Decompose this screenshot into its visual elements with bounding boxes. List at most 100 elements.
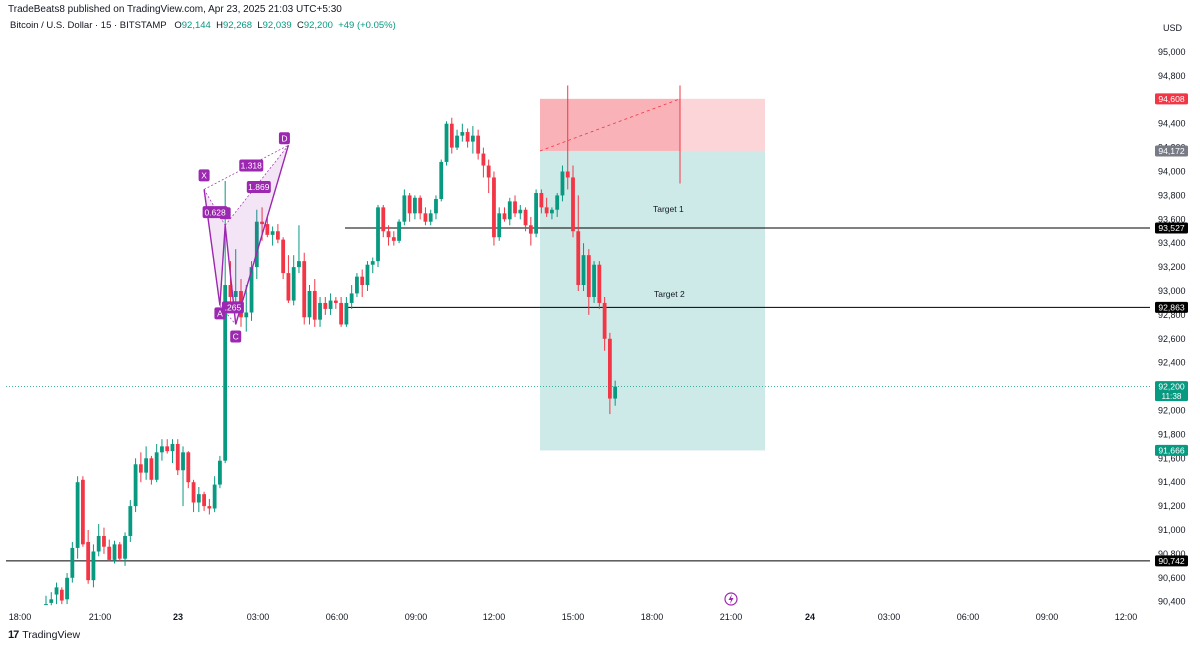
candle-body <box>602 302 607 339</box>
y-tick-label: 93,000 <box>1158 286 1186 296</box>
price-tag-text: 92,863 <box>1158 302 1185 312</box>
candle-body <box>233 291 238 297</box>
candle <box>534 189 539 238</box>
change-value: +49 (+0.05%) <box>338 20 396 31</box>
candle <box>96 524 101 557</box>
candle-body <box>391 237 396 241</box>
candle <box>565 85 570 190</box>
candle <box>449 117 454 154</box>
candle-body <box>360 276 365 286</box>
price-tag-bg <box>1155 93 1188 105</box>
candle-body <box>428 213 433 222</box>
candle <box>186 451 191 489</box>
candle <box>507 197 512 226</box>
candle-body <box>307 291 312 318</box>
candle <box>123 532 127 566</box>
candle-body <box>170 443 175 452</box>
candle <box>207 498 212 515</box>
open-label: O <box>174 20 182 31</box>
price-tag-text: 94,608 <box>1158 94 1185 104</box>
target-annotation-1: Target 1 <box>653 204 684 214</box>
candle <box>297 225 301 274</box>
candle-body <box>107 546 112 560</box>
candle <box>460 123 465 142</box>
price-tag-countdown: 11:38 <box>1162 392 1182 401</box>
price-tag-bg <box>1155 301 1188 313</box>
y-tick-label: 93,200 <box>1158 262 1186 272</box>
candle <box>502 207 507 222</box>
candle-body <box>449 123 454 148</box>
candle-body <box>260 221 264 225</box>
candle <box>528 216 533 246</box>
tradingview-brand[interactable]: 17 TradingView <box>8 629 80 641</box>
candle <box>355 273 359 297</box>
ratio-label-xb: 0.628 <box>202 206 228 219</box>
candle-body <box>402 195 407 222</box>
price-tag-bg <box>1155 444 1188 456</box>
candle <box>128 500 133 542</box>
candle <box>613 380 618 406</box>
candle-body <box>528 225 533 234</box>
candle <box>397 219 401 244</box>
pattern-point-a-text: A <box>217 309 223 319</box>
candle-body <box>444 123 449 162</box>
candle <box>439 159 444 202</box>
brand-name: TradingView <box>22 629 81 641</box>
candle-body <box>460 132 465 136</box>
candle-body <box>254 221 259 268</box>
candle <box>539 189 544 214</box>
price-tag-bg <box>1155 222 1188 234</box>
candle-body <box>518 209 523 214</box>
candle-body <box>565 171 570 178</box>
candle <box>376 204 380 268</box>
candle-body <box>413 197 417 214</box>
candle-body <box>370 261 375 265</box>
candle <box>386 225 391 246</box>
candle-body <box>160 446 164 453</box>
candle <box>597 261 602 309</box>
candle-body <box>149 458 154 480</box>
candle <box>59 587 64 605</box>
candle <box>544 197 549 217</box>
symbol-name[interactable]: Bitcoin / U.S. Dollar · 15 · BITSTAMP <box>10 20 167 31</box>
ratio-label-bd-bg <box>246 181 271 194</box>
pattern-ratio-line <box>224 144 289 226</box>
candle-body <box>128 506 133 536</box>
x-tick-label: 09:00 <box>405 612 428 622</box>
candle <box>413 195 417 220</box>
ratio-label-bd-text: 1.869 <box>248 182 270 192</box>
y-tick-label: 93,800 <box>1158 190 1186 200</box>
candle-body <box>281 239 286 274</box>
candle <box>102 527 106 554</box>
candle-body <box>550 209 554 214</box>
candle-body <box>355 276 359 294</box>
candle-body <box>196 494 201 503</box>
candle-body <box>44 604 48 606</box>
candle-body <box>523 209 528 226</box>
candle-body <box>286 273 291 301</box>
symbol-legend: Bitcoin / U.S. Dollar · 15 · BITSTAMP O9… <box>10 20 396 31</box>
candle-body <box>138 464 143 473</box>
candle-body <box>181 452 185 471</box>
ratio-label-xd-bg <box>239 159 264 172</box>
candle <box>428 209 433 226</box>
candle <box>170 439 175 464</box>
candle <box>107 539 112 562</box>
y-tick-label: 94,000 <box>1158 167 1186 177</box>
candle-body <box>112 544 117 560</box>
candle <box>497 207 502 241</box>
candle <box>244 285 249 332</box>
ratio-label-xb-bg <box>202 206 228 219</box>
currency-label[interactable]: USD <box>1163 23 1183 33</box>
candle-body <box>154 452 159 480</box>
position-progress-line <box>539 98 681 152</box>
candle <box>333 296 338 309</box>
price-tag-bg <box>1155 381 1188 402</box>
candle <box>518 204 523 220</box>
candle-body <box>75 482 80 548</box>
candle-body <box>59 589 64 601</box>
price-tag: 93,527 <box>1155 222 1188 234</box>
candle <box>513 195 517 217</box>
